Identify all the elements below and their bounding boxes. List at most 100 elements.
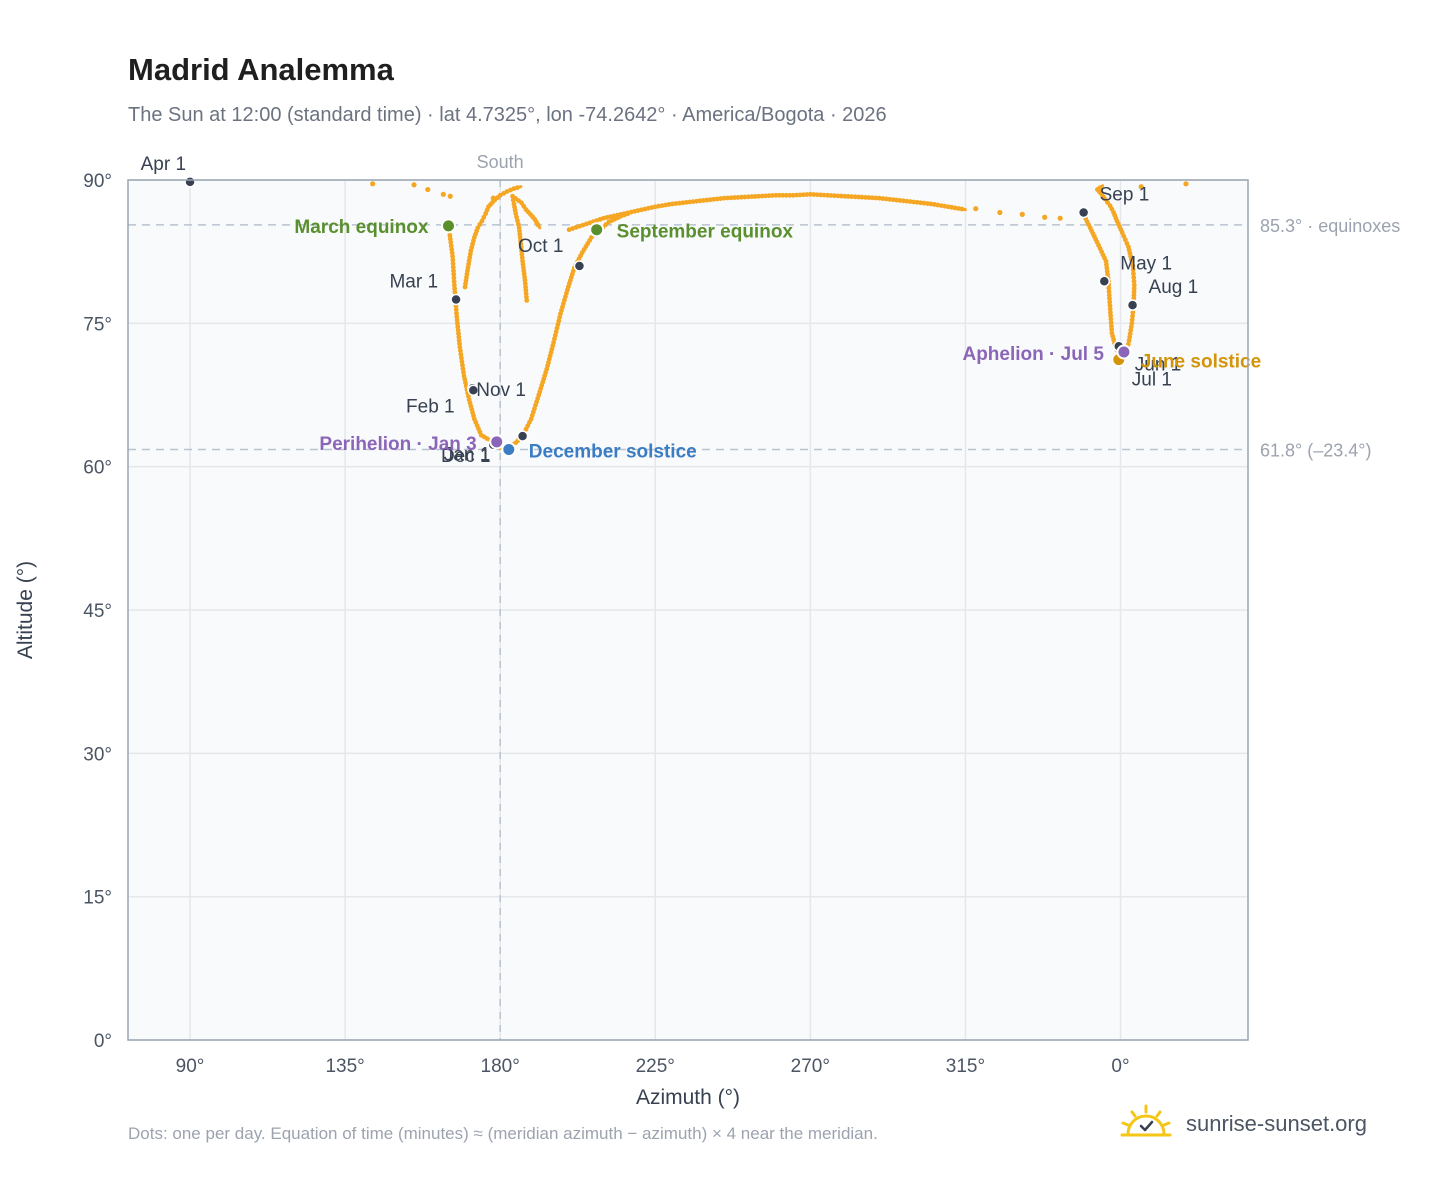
daily-dot <box>1130 310 1136 315</box>
month-label: Sep 1 <box>1100 184 1150 205</box>
plot-frame <box>127 179 1249 1041</box>
x-axis-label: Azimuth (°) <box>636 1086 740 1109</box>
axes: 0° 15° 30° 45° 60° 75° 90° 90° 135° 180° 225° 270° 3… <box>14 171 1130 1109</box>
x-tick-label: 180° <box>481 1056 520 1077</box>
month-label: Nov 1 <box>476 380 526 401</box>
daily-dot <box>869 195 875 201</box>
daily-dot <box>1129 320 1135 326</box>
brand[interactable]: sunrise-sunset.org <box>1120 1104 1367 1144</box>
daily-dot <box>745 194 751 200</box>
event-label: September equinox <box>617 222 794 243</box>
month-label: Jun 1 <box>1135 354 1181 375</box>
event-marker <box>1116 344 1132 360</box>
month-marker <box>1098 275 1111 288</box>
event-label: March equinox <box>294 217 429 238</box>
daily-dot <box>451 271 457 277</box>
y-axis-label: Altitude (°) <box>14 561 37 659</box>
daily-dot <box>1109 327 1115 332</box>
event-marker <box>440 218 456 234</box>
daily-dot <box>451 268 456 274</box>
daily-dot <box>452 286 458 292</box>
daily-dot <box>807 191 813 197</box>
daily-dot <box>856 194 861 200</box>
daily-dot <box>866 195 872 200</box>
x-tick-label: 315° <box>946 1056 985 1077</box>
month-marker <box>450 293 462 306</box>
event-label: Perihelion · Jan 3 <box>319 434 476 455</box>
daily-dot <box>773 192 779 198</box>
x-tick-label: 270° <box>791 1056 830 1077</box>
x-tick-label: 90° <box>176 1056 205 1077</box>
brand-name[interactable]: sunrise-sunset.org <box>1186 1111 1367 1136</box>
event-label: December solstice <box>529 441 697 462</box>
daily-dot <box>1107 306 1113 312</box>
daily-dot <box>1183 181 1189 187</box>
y-tick-label: 0° <box>94 1031 112 1052</box>
daily-dot <box>797 192 803 198</box>
daily-dot <box>515 185 520 191</box>
daily-dot <box>1131 289 1137 295</box>
daily-dot <box>447 233 453 238</box>
daily-dot <box>739 194 744 200</box>
daily-dot <box>752 194 758 199</box>
daily-dot <box>1122 237 1128 243</box>
daily-dot <box>794 192 799 198</box>
daily-dot <box>742 194 748 200</box>
daily-dot <box>454 310 459 316</box>
daily-dot <box>1107 296 1112 302</box>
daily-dot <box>1108 316 1114 322</box>
month-label: Oct 1 <box>518 236 563 257</box>
daily-dot <box>1107 303 1113 308</box>
x-tick-label: 135° <box>325 1056 364 1077</box>
daily-dot <box>1130 267 1136 273</box>
month-label: Aug 1 <box>1149 277 1199 298</box>
daily-dot <box>460 362 465 368</box>
daily-dot <box>448 243 454 249</box>
daily-dot <box>479 218 485 224</box>
daily-dot <box>557 314 563 320</box>
x-tick-label: 225° <box>636 1056 675 1077</box>
daily-dot <box>452 289 458 295</box>
daily-dot <box>459 359 465 364</box>
reference-lines: South 85.3° · equinoxes 61.8° (–23.4°) <box>128 152 1400 1040</box>
month-marker <box>516 430 529 442</box>
daily-dot <box>481 214 487 220</box>
daily-dot <box>1131 278 1137 284</box>
daily-dot <box>821 192 827 198</box>
daily-dot <box>451 275 457 281</box>
daily-dot <box>1121 233 1127 239</box>
daily-dot <box>1124 240 1130 246</box>
daily-dot <box>370 181 376 187</box>
daily-dot <box>1057 215 1063 221</box>
daily-dot <box>451 279 457 284</box>
daily-dot <box>1106 289 1112 295</box>
daily-dot <box>787 192 793 198</box>
daily-dot <box>516 225 522 231</box>
daily-dot <box>997 209 1003 216</box>
daily-dot <box>811 192 817 197</box>
daily-dot <box>450 257 456 263</box>
month-marker <box>184 176 196 188</box>
reference-line-label: 85.3° · equinoxes <box>1260 216 1400 236</box>
daily-dot <box>849 194 855 200</box>
daily-dot <box>863 194 868 200</box>
event-label: Aphelion · Jul 5 <box>962 344 1104 365</box>
daily-dot <box>556 318 562 324</box>
month-label: Apr 1 <box>141 154 186 175</box>
daily-dot <box>732 195 737 200</box>
daily-dot <box>1129 317 1135 323</box>
daily-dot <box>514 214 519 220</box>
daily-dot <box>1131 292 1137 298</box>
daily-dot <box>1131 286 1137 291</box>
y-tick-label: 60° <box>83 458 112 479</box>
daily-dot <box>828 193 834 198</box>
daily-dot <box>735 194 741 200</box>
daily-dot <box>1097 185 1103 191</box>
daily-dot <box>818 192 824 198</box>
daily-dot <box>1131 282 1137 288</box>
month-label: Jul 1 <box>1132 370 1172 391</box>
x-tick-label: 0° <box>1111 1056 1129 1077</box>
daily-dot <box>553 329 559 335</box>
